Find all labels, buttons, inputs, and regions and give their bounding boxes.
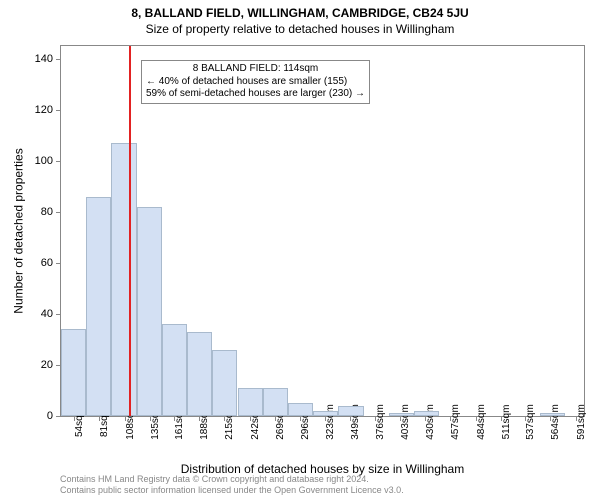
ytick-label: 20: [41, 359, 53, 371]
reference-vline: [129, 46, 131, 416]
ytick-label: 40: [41, 308, 53, 320]
ytick-mark: [56, 59, 61, 60]
footer-line-2: Contains public sector information licen…: [60, 485, 404, 496]
histogram-bar: [338, 406, 363, 416]
histogram-bar: [212, 350, 237, 416]
footer-attribution: Contains HM Land Registry data © Crown c…: [60, 474, 404, 496]
histogram-bar: [263, 388, 288, 416]
chart-title-main: 8, BALLAND FIELD, WILLINGHAM, CAMBRIDGE,…: [0, 6, 600, 20]
histogram-bar: [111, 143, 136, 416]
histogram-bar: [137, 207, 162, 416]
footer-line-1: Contains HM Land Registry data © Crown c…: [60, 474, 404, 485]
histogram-bar: [288, 403, 313, 416]
histogram-bar: [238, 388, 263, 416]
ytick-mark: [56, 263, 61, 264]
xtick-label: 511sqm: [501, 405, 512, 440]
annotation-box: 8 BALLAND FIELD: 114sqm← 40% of detached…: [141, 60, 370, 104]
xtick-label: 564sqm: [550, 404, 561, 440]
ytick-mark: [56, 110, 61, 111]
xtick-label: 457sqm: [450, 404, 461, 440]
ytick-label: 60: [41, 257, 53, 269]
histogram-bar: [540, 413, 565, 416]
xtick-label: 376sqm: [375, 404, 386, 440]
xtick-label: 537sqm: [525, 404, 536, 440]
xtick-label: 323sqm: [325, 404, 336, 440]
xtick-label: 403sqm: [400, 404, 411, 440]
annotation-line: 8 BALLAND FIELD: 114sqm: [146, 63, 365, 76]
annotation-line: ← 40% of detached houses are smaller (15…: [146, 76, 365, 89]
plot-area: 02040608010012014054sqm81sqm108sqm135sqm…: [60, 45, 585, 417]
xtick-label: 484sqm: [476, 404, 487, 440]
histogram-bar: [86, 197, 111, 416]
histogram-bar: [414, 411, 439, 416]
ytick-label: 100: [35, 155, 53, 167]
ytick-label: 140: [35, 53, 53, 65]
chart-container: { "layout": { "width_px": 600, "height_p…: [0, 0, 600, 500]
ytick-mark: [56, 314, 61, 315]
ytick-mark: [56, 416, 61, 417]
histogram-bar: [162, 324, 187, 416]
chart-title-sub: Size of property relative to detached ho…: [0, 22, 600, 36]
histogram-bar: [313, 411, 338, 416]
histogram-bar: [389, 413, 414, 416]
histogram-bar: [61, 329, 86, 416]
ytick-label: 80: [41, 206, 53, 218]
ytick-mark: [56, 212, 61, 213]
ytick-label: 0: [47, 410, 53, 422]
y-axis-label: Number of detached properties: [12, 148, 26, 313]
ytick-label: 120: [35, 104, 53, 116]
annotation-line: 59% of semi-detached houses are larger (…: [146, 88, 365, 101]
xtick-label: 430sqm: [425, 404, 436, 440]
xtick-label: 591sqm: [576, 404, 587, 440]
histogram-bar: [187, 332, 212, 416]
y-axis-label-wrap: Number of detached properties: [12, 45, 26, 417]
ytick-mark: [56, 161, 61, 162]
